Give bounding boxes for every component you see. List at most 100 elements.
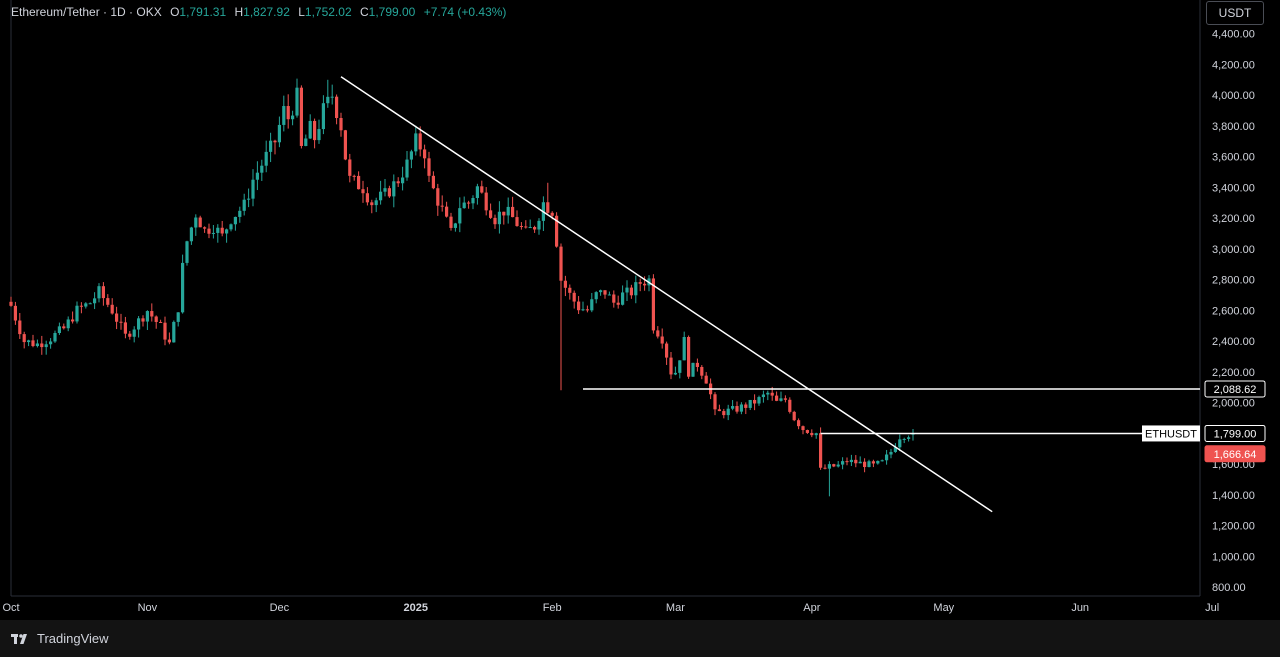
candle bbox=[867, 459, 871, 468]
candle-body bbox=[405, 159, 409, 178]
time-axis[interactable]: Oct Nov Dec 2025 Feb Mar Apr May Jun Jul bbox=[2, 602, 1219, 614]
currency-button[interactable]: USDT bbox=[1206, 1, 1264, 25]
candle bbox=[585, 305, 589, 313]
candle bbox=[418, 126, 422, 157]
candle bbox=[546, 182, 550, 214]
candle bbox=[876, 460, 880, 465]
candle bbox=[590, 292, 594, 313]
candle-body bbox=[550, 212, 554, 216]
price-label-last-box bbox=[1204, 424, 1266, 442]
candle bbox=[563, 275, 567, 297]
candle bbox=[695, 358, 699, 372]
candle-body bbox=[374, 200, 378, 206]
candle-body bbox=[172, 321, 176, 343]
candle bbox=[141, 315, 145, 327]
candle bbox=[753, 394, 757, 411]
candle bbox=[629, 284, 633, 299]
candle-body bbox=[264, 151, 268, 166]
candle-body bbox=[555, 215, 559, 247]
close-key: C bbox=[359, 5, 369, 19]
candle-body bbox=[563, 280, 567, 288]
low-key: L bbox=[298, 5, 305, 19]
candle-body bbox=[845, 461, 849, 463]
candle-body bbox=[471, 198, 475, 204]
candle-body bbox=[775, 395, 779, 401]
candle bbox=[819, 427, 823, 470]
candle-body bbox=[497, 211, 501, 225]
candle bbox=[167, 332, 171, 345]
candle bbox=[832, 463, 836, 468]
candle bbox=[277, 116, 281, 148]
candle-body bbox=[383, 188, 387, 192]
symbol-title[interactable]: Ethereum/Tether · 1D · OKX bbox=[11, 5, 162, 19]
tradingview-logo[interactable]: TradingView bbox=[11, 631, 109, 646]
candle bbox=[537, 218, 541, 235]
candle-body bbox=[273, 140, 277, 143]
candle-body bbox=[128, 333, 132, 337]
candle bbox=[907, 435, 911, 442]
candle-body bbox=[753, 399, 757, 404]
candle-body bbox=[194, 217, 198, 228]
candle-body bbox=[295, 87, 299, 116]
candle bbox=[203, 226, 207, 233]
candle-body bbox=[810, 432, 814, 436]
candle bbox=[66, 316, 70, 332]
candle-body bbox=[216, 227, 220, 233]
candle bbox=[889, 448, 893, 459]
candle-body bbox=[387, 188, 391, 197]
candle bbox=[863, 458, 867, 473]
price-label-marker: 1,666.64 bbox=[1204, 445, 1266, 463]
candle bbox=[374, 197, 378, 213]
candle bbox=[533, 225, 537, 233]
candle bbox=[348, 153, 352, 183]
candle-body bbox=[176, 312, 180, 322]
candle-body bbox=[744, 404, 748, 408]
candle-body bbox=[792, 411, 796, 421]
candle-body bbox=[902, 438, 906, 440]
trendline[interactable] bbox=[340, 76, 993, 513]
candle bbox=[57, 322, 61, 335]
time-tick-label: May bbox=[933, 602, 954, 614]
candle bbox=[123, 316, 127, 339]
candle bbox=[75, 301, 79, 324]
candle-body bbox=[801, 426, 805, 431]
candle bbox=[669, 351, 673, 380]
candle-body bbox=[660, 336, 664, 344]
candle bbox=[515, 210, 519, 227]
candle-body bbox=[326, 96, 330, 104]
candle-body bbox=[348, 159, 352, 176]
candle-body bbox=[414, 133, 418, 152]
candle bbox=[902, 437, 906, 444]
candle bbox=[528, 219, 532, 229]
candle bbox=[321, 95, 325, 135]
candle-body bbox=[18, 320, 22, 335]
candle-body bbox=[590, 299, 594, 311]
candle-body bbox=[233, 216, 237, 225]
price-axis[interactable]: 800.001,000.001,200.001,400.001,600.001,… bbox=[1212, 29, 1255, 594]
candle bbox=[656, 326, 660, 339]
time-tick-label: Mar bbox=[666, 602, 685, 614]
low-value: 1,752.02 bbox=[304, 5, 352, 19]
candle bbox=[88, 302, 92, 305]
tradingview-logo-icon bbox=[11, 633, 27, 644]
candle bbox=[841, 457, 845, 470]
candle-body bbox=[229, 224, 233, 230]
candle bbox=[713, 392, 717, 416]
candle-body bbox=[616, 302, 620, 305]
candle-body bbox=[242, 199, 246, 211]
candle bbox=[810, 429, 814, 438]
candle bbox=[339, 112, 343, 137]
candle-body bbox=[207, 228, 211, 234]
price-tick-label: 4,200.00 bbox=[1212, 59, 1255, 71]
candle-body bbox=[625, 287, 629, 293]
candle-body bbox=[343, 130, 347, 160]
candle-body bbox=[163, 322, 167, 340]
candle-body bbox=[735, 406, 739, 412]
price-tick-label: 1,200.00 bbox=[1212, 521, 1255, 533]
candle bbox=[489, 203, 493, 219]
candle-body bbox=[9, 301, 13, 306]
candle-body bbox=[577, 301, 581, 311]
candle bbox=[761, 390, 765, 403]
candle bbox=[35, 339, 39, 348]
